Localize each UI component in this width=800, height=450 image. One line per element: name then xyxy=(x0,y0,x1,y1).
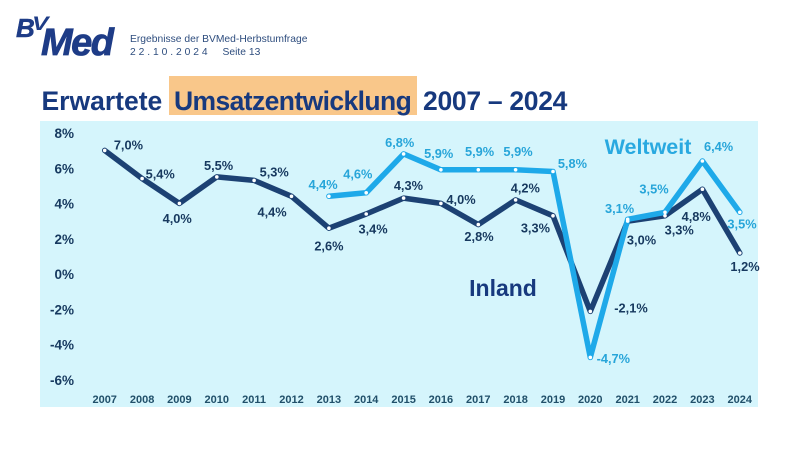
svg-text:2020: 2020 xyxy=(578,394,602,406)
svg-text:4,6%: 4,6% xyxy=(343,167,373,182)
svg-text:2016: 2016 xyxy=(429,394,453,406)
svg-text:8%: 8% xyxy=(54,126,74,141)
svg-text:4,0%: 4,0% xyxy=(446,192,476,207)
svg-text:2%: 2% xyxy=(54,232,74,247)
svg-text:2019: 2019 xyxy=(541,394,565,406)
svg-text:6,4%: 6,4% xyxy=(704,139,734,154)
svg-text:2014: 2014 xyxy=(354,394,379,406)
svg-text:4,8%: 4,8% xyxy=(682,209,712,224)
svg-text:-2,1%: -2,1% xyxy=(614,301,648,316)
svg-text:-4,7%: -4,7% xyxy=(597,351,631,366)
svg-text:4,0%: 4,0% xyxy=(163,211,193,226)
svg-text:2007: 2007 xyxy=(92,394,116,406)
svg-text:5,9%: 5,9% xyxy=(503,144,533,159)
svg-text:2021: 2021 xyxy=(615,394,639,406)
svg-text:2011: 2011 xyxy=(242,394,266,406)
svg-text:-4%: -4% xyxy=(50,338,74,353)
svg-text:5,3%: 5,3% xyxy=(260,165,290,180)
svg-text:5,5%: 5,5% xyxy=(204,158,234,173)
svg-text:3,3%: 3,3% xyxy=(521,220,551,235)
svg-text:5,9%: 5,9% xyxy=(424,146,454,161)
svg-text:4,2%: 4,2% xyxy=(511,181,541,196)
svg-text:2010: 2010 xyxy=(205,394,229,406)
svg-text:2017: 2017 xyxy=(466,394,490,406)
svg-text:6,8%: 6,8% xyxy=(385,135,415,150)
svg-text:7,0%: 7,0% xyxy=(114,138,144,153)
svg-text:4,4%: 4,4% xyxy=(309,177,339,192)
svg-text:2009: 2009 xyxy=(167,394,191,406)
svg-text:2,6%: 2,6% xyxy=(314,238,344,253)
svg-text:1,2%: 1,2% xyxy=(730,259,760,274)
svg-text:3,5%: 3,5% xyxy=(639,182,669,197)
svg-text:2018: 2018 xyxy=(503,394,527,406)
svg-text:0%: 0% xyxy=(54,267,74,282)
svg-text:2013: 2013 xyxy=(317,394,341,406)
svg-text:4,4%: 4,4% xyxy=(258,205,288,220)
svg-text:3,3%: 3,3% xyxy=(665,222,695,237)
svg-text:2022: 2022 xyxy=(653,394,677,406)
svg-text:3,5%: 3,5% xyxy=(727,217,757,232)
svg-text:-2%: -2% xyxy=(50,302,74,317)
svg-text:2008: 2008 xyxy=(130,394,154,406)
svg-text:2023: 2023 xyxy=(690,394,714,406)
svg-text:2,8%: 2,8% xyxy=(464,229,494,244)
svg-text:3,0%: 3,0% xyxy=(627,233,657,248)
svg-text:Weltweit: Weltweit xyxy=(605,135,692,159)
svg-text:4,3%: 4,3% xyxy=(394,178,424,193)
svg-text:4%: 4% xyxy=(54,197,74,212)
svg-text:Inland: Inland xyxy=(469,275,537,301)
svg-text:6%: 6% xyxy=(54,161,74,176)
svg-text:2012: 2012 xyxy=(279,394,303,406)
svg-text:2024: 2024 xyxy=(728,394,753,406)
svg-text:5,4%: 5,4% xyxy=(146,167,176,182)
svg-text:2015: 2015 xyxy=(391,394,415,406)
svg-text:5,9%: 5,9% xyxy=(465,144,495,159)
svg-text:3,4%: 3,4% xyxy=(359,222,389,237)
svg-text:3,1%: 3,1% xyxy=(605,201,635,216)
svg-text:-6%: -6% xyxy=(50,373,74,388)
svg-text:5,8%: 5,8% xyxy=(558,156,588,171)
